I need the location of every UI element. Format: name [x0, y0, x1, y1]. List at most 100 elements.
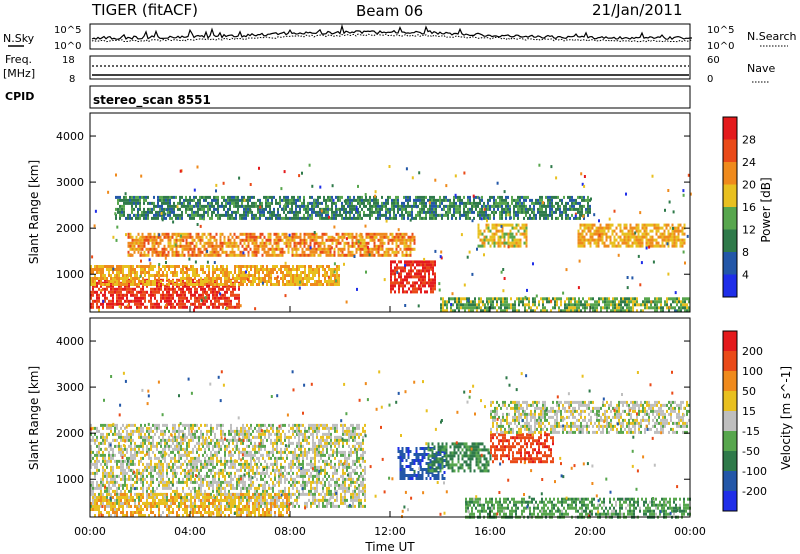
heatmap-cell: [375, 198, 377, 202]
heatmap-cell: [519, 201, 521, 205]
heatmap-cell: [579, 204, 581, 208]
heatmap-cell: [523, 210, 525, 214]
heatmap-cell: [287, 204, 289, 208]
heatmap-cell: [224, 280, 226, 283]
heatmap-cell: [628, 309, 630, 313]
heatmap-cell: [570, 309, 572, 313]
heatmap-cell: [441, 213, 444, 217]
heatmap-cell: [509, 229, 512, 233]
heatmap-cell: [112, 468, 114, 472]
heatmap-cell: [247, 204, 249, 208]
heatmap-cell: [552, 306, 554, 310]
heatmap-cell: [110, 465, 112, 469]
heatmap-cell: [668, 297, 670, 301]
heatmap-cell: [487, 226, 490, 230]
heatmap-cell: [341, 232, 344, 236]
heatmap-cell: [267, 216, 269, 220]
heatmap-cell: [355, 235, 358, 239]
heatmap-cell: [329, 253, 332, 257]
heatmap-cell: [539, 207, 541, 211]
heatmap-cell: [273, 247, 276, 251]
heatmap-cell: [394, 269, 396, 273]
heatmap-cell: [100, 441, 102, 445]
heatmap-cell: [229, 250, 232, 254]
heatmap-cell: [597, 238, 600, 242]
heatmap-cell: [424, 260, 426, 264]
heatmap-cell: [272, 283, 274, 286]
heatmap-cell: [598, 300, 600, 304]
heatmap-cell: [391, 207, 393, 211]
heatmap-cell: [310, 283, 312, 286]
heatmap-cell: [564, 306, 566, 310]
heatmap-cell: [337, 232, 340, 236]
heatmap-cell: [589, 244, 592, 248]
heatmap-cell: [612, 309, 614, 313]
heatmap-cell: [561, 216, 563, 220]
heatmap-cell: [473, 204, 475, 208]
heatmap-cell: [112, 474, 114, 478]
heatmap-cell: [577, 235, 580, 239]
heatmap-cell: [227, 195, 229, 199]
heatmap-cell: [316, 265, 318, 268]
freq-label-2: [MHz]: [3, 67, 35, 80]
heatmap-cell: [228, 277, 230, 280]
heatmap-cell: [367, 198, 369, 202]
heatmap-cell: [186, 277, 188, 280]
heatmap-cell: [121, 198, 123, 202]
heatmap-cell: [445, 204, 447, 208]
heatmap-cell: [133, 238, 136, 242]
heatmap-cell: [146, 305, 148, 309]
heatmap-cell: [589, 226, 592, 230]
heatmap-cell: [140, 281, 142, 285]
heatmap-cell: [435, 216, 437, 220]
heatmap-cell: [401, 207, 403, 211]
heatmap-cell: [640, 303, 642, 307]
heatmap-cell: [299, 280, 301, 284]
heatmap-cell: [119, 207, 121, 211]
heatmap-cell: [143, 210, 145, 214]
heatmap-cell: [625, 244, 628, 248]
heatmap-cell: [679, 241, 682, 245]
heatmap-cell: [637, 244, 640, 248]
heatmap-cell: [405, 250, 408, 254]
heatmap-cell: [120, 283, 122, 286]
heatmap-cell: [667, 189, 670, 192]
heatmap-cell: [181, 216, 183, 220]
heatmap-cell: [303, 241, 306, 245]
heatmap-cell: [142, 302, 144, 306]
heatmap-cell: [297, 195, 299, 199]
heatmap-cell: [92, 498, 94, 502]
heatmap-cell: [451, 213, 453, 217]
heatmap-cell: [220, 268, 222, 271]
heatmap-cell: [156, 284, 158, 288]
heatmap-cell: [336, 265, 338, 268]
heatmap-cell: [144, 265, 146, 268]
heatmap-cell: [667, 272, 670, 276]
heatmap-cell: [90, 438, 92, 442]
heatmap-cell: [437, 204, 439, 208]
heatmap-cell: [394, 281, 396, 285]
heatmap-cell: [135, 247, 138, 251]
heatmap-cell: [673, 232, 676, 236]
heatmap-cell: [291, 210, 293, 214]
heatmap-cell: [288, 233, 291, 237]
heatmap-cell: [409, 204, 411, 208]
heatmap-cell: [182, 296, 184, 300]
heatmap-cell: [110, 281, 112, 285]
heatmap-cell: [186, 284, 188, 288]
heatmap-cell: [435, 201, 437, 205]
heatmap-cell: [153, 201, 155, 205]
heatmap-cell: [94, 453, 96, 457]
heatmap-cell: [273, 213, 275, 217]
heatmap-cell: [220, 265, 222, 268]
heatmap-cell: [483, 216, 485, 220]
heatmap-cell: [577, 195, 579, 199]
heatmap-cell: [345, 201, 347, 205]
heatmap-cell: [173, 195, 175, 199]
heatmap-cell: [169, 198, 171, 202]
heatmap-cell: [393, 207, 395, 211]
heatmap-cell: [320, 280, 322, 283]
heatmap-cell: [573, 207, 575, 211]
heatmap-cell: [133, 213, 135, 217]
heatmap-cell: [180, 268, 182, 271]
